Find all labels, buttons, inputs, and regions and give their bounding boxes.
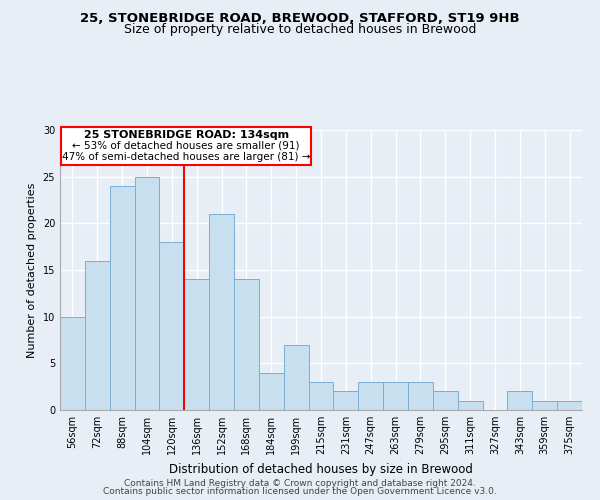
- Bar: [383, 382, 408, 410]
- Text: 25 STONEBRIDGE ROAD: 134sqm: 25 STONEBRIDGE ROAD: 134sqm: [83, 130, 289, 140]
- Bar: [508, 392, 532, 410]
- Bar: [110, 186, 134, 410]
- FancyBboxPatch shape: [61, 127, 311, 164]
- Bar: [60, 316, 85, 410]
- Bar: [358, 382, 383, 410]
- Bar: [184, 280, 209, 410]
- Bar: [85, 260, 110, 410]
- Bar: [259, 372, 284, 410]
- Bar: [160, 242, 184, 410]
- Bar: [284, 344, 308, 410]
- X-axis label: Distribution of detached houses by size in Brewood: Distribution of detached houses by size …: [169, 462, 473, 475]
- Bar: [234, 280, 259, 410]
- Text: Size of property relative to detached houses in Brewood: Size of property relative to detached ho…: [124, 22, 476, 36]
- Bar: [209, 214, 234, 410]
- Text: Contains public sector information licensed under the Open Government Licence v3: Contains public sector information licen…: [103, 487, 497, 496]
- Bar: [557, 400, 582, 410]
- Bar: [308, 382, 334, 410]
- Bar: [458, 400, 482, 410]
- Bar: [433, 392, 458, 410]
- Bar: [334, 392, 358, 410]
- Text: Contains HM Land Registry data © Crown copyright and database right 2024.: Contains HM Land Registry data © Crown c…: [124, 478, 476, 488]
- Y-axis label: Number of detached properties: Number of detached properties: [27, 182, 37, 358]
- Text: ← 53% of detached houses are smaller (91): ← 53% of detached houses are smaller (91…: [73, 141, 300, 151]
- Text: 47% of semi-detached houses are larger (81) →: 47% of semi-detached houses are larger (…: [62, 152, 310, 162]
- Bar: [134, 176, 160, 410]
- Bar: [408, 382, 433, 410]
- Text: 25, STONEBRIDGE ROAD, BREWOOD, STAFFORD, ST19 9HB: 25, STONEBRIDGE ROAD, BREWOOD, STAFFORD,…: [80, 12, 520, 26]
- Bar: [532, 400, 557, 410]
